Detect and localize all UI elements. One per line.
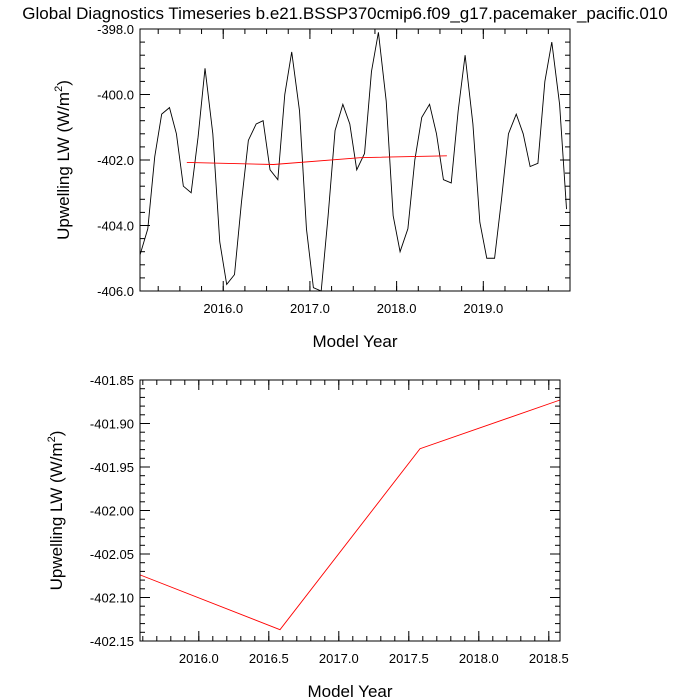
y-tick-label: -400.0 xyxy=(97,88,134,103)
annual-mean-series-line xyxy=(186,155,447,165)
x-tick-label: 2017.0 xyxy=(319,651,359,666)
y-tick-label: -398.0 xyxy=(97,22,134,37)
y-tick-label: -402.0 xyxy=(97,153,134,168)
x-tick-label: 2016.0 xyxy=(203,301,243,316)
x-axis-label: Model Year xyxy=(312,332,397,351)
x-tick-label: 2018.5 xyxy=(529,651,569,666)
x-axis-label: Model Year xyxy=(307,682,392,700)
y-tick-label: -406.0 xyxy=(97,284,134,299)
figure-title: Global Diagnostics Timeseries b.e21.BSSP… xyxy=(22,4,667,23)
x-tick-label: 2017.0 xyxy=(290,301,330,316)
y-tick-label: -402.05 xyxy=(90,547,134,562)
y-axis-label: Upwelling LW (W/m2) xyxy=(53,80,73,240)
y-tick-label: -402.10 xyxy=(90,591,134,606)
y-tick-label: -401.95 xyxy=(90,460,134,475)
annual-mean-series-line xyxy=(139,399,561,631)
y-tick-label: -402.15 xyxy=(90,634,134,649)
bottom-annual-panel: 2016.0 2016.5 2017.0 2017.5 2018.0 2018.5 -402… xyxy=(46,373,569,700)
y-tick-label: -401.90 xyxy=(90,417,134,432)
y-tick-label: -404.0 xyxy=(97,219,134,234)
plot-frame xyxy=(139,379,561,642)
x-tick-label: 2016.0 xyxy=(179,651,219,666)
y-tick-label: -401.85 xyxy=(90,373,134,388)
top-timeseries-panel: 2016.0 2017.0 2018.0 2019.0 -406.0 -404.0 -402… xyxy=(53,22,571,351)
y-tick-label: -402.00 xyxy=(90,504,134,519)
x-tick-label: 2018.0 xyxy=(459,651,499,666)
x-tick-label: 2019.0 xyxy=(463,301,503,316)
x-tick-label: 2018.0 xyxy=(377,301,417,316)
y-axis-label: Upwelling LW (W/m2) xyxy=(46,431,66,591)
x-tick-label: 2017.5 xyxy=(389,651,429,666)
monthly-series-line xyxy=(139,32,567,292)
x-tick-label: 2016.5 xyxy=(249,651,289,666)
